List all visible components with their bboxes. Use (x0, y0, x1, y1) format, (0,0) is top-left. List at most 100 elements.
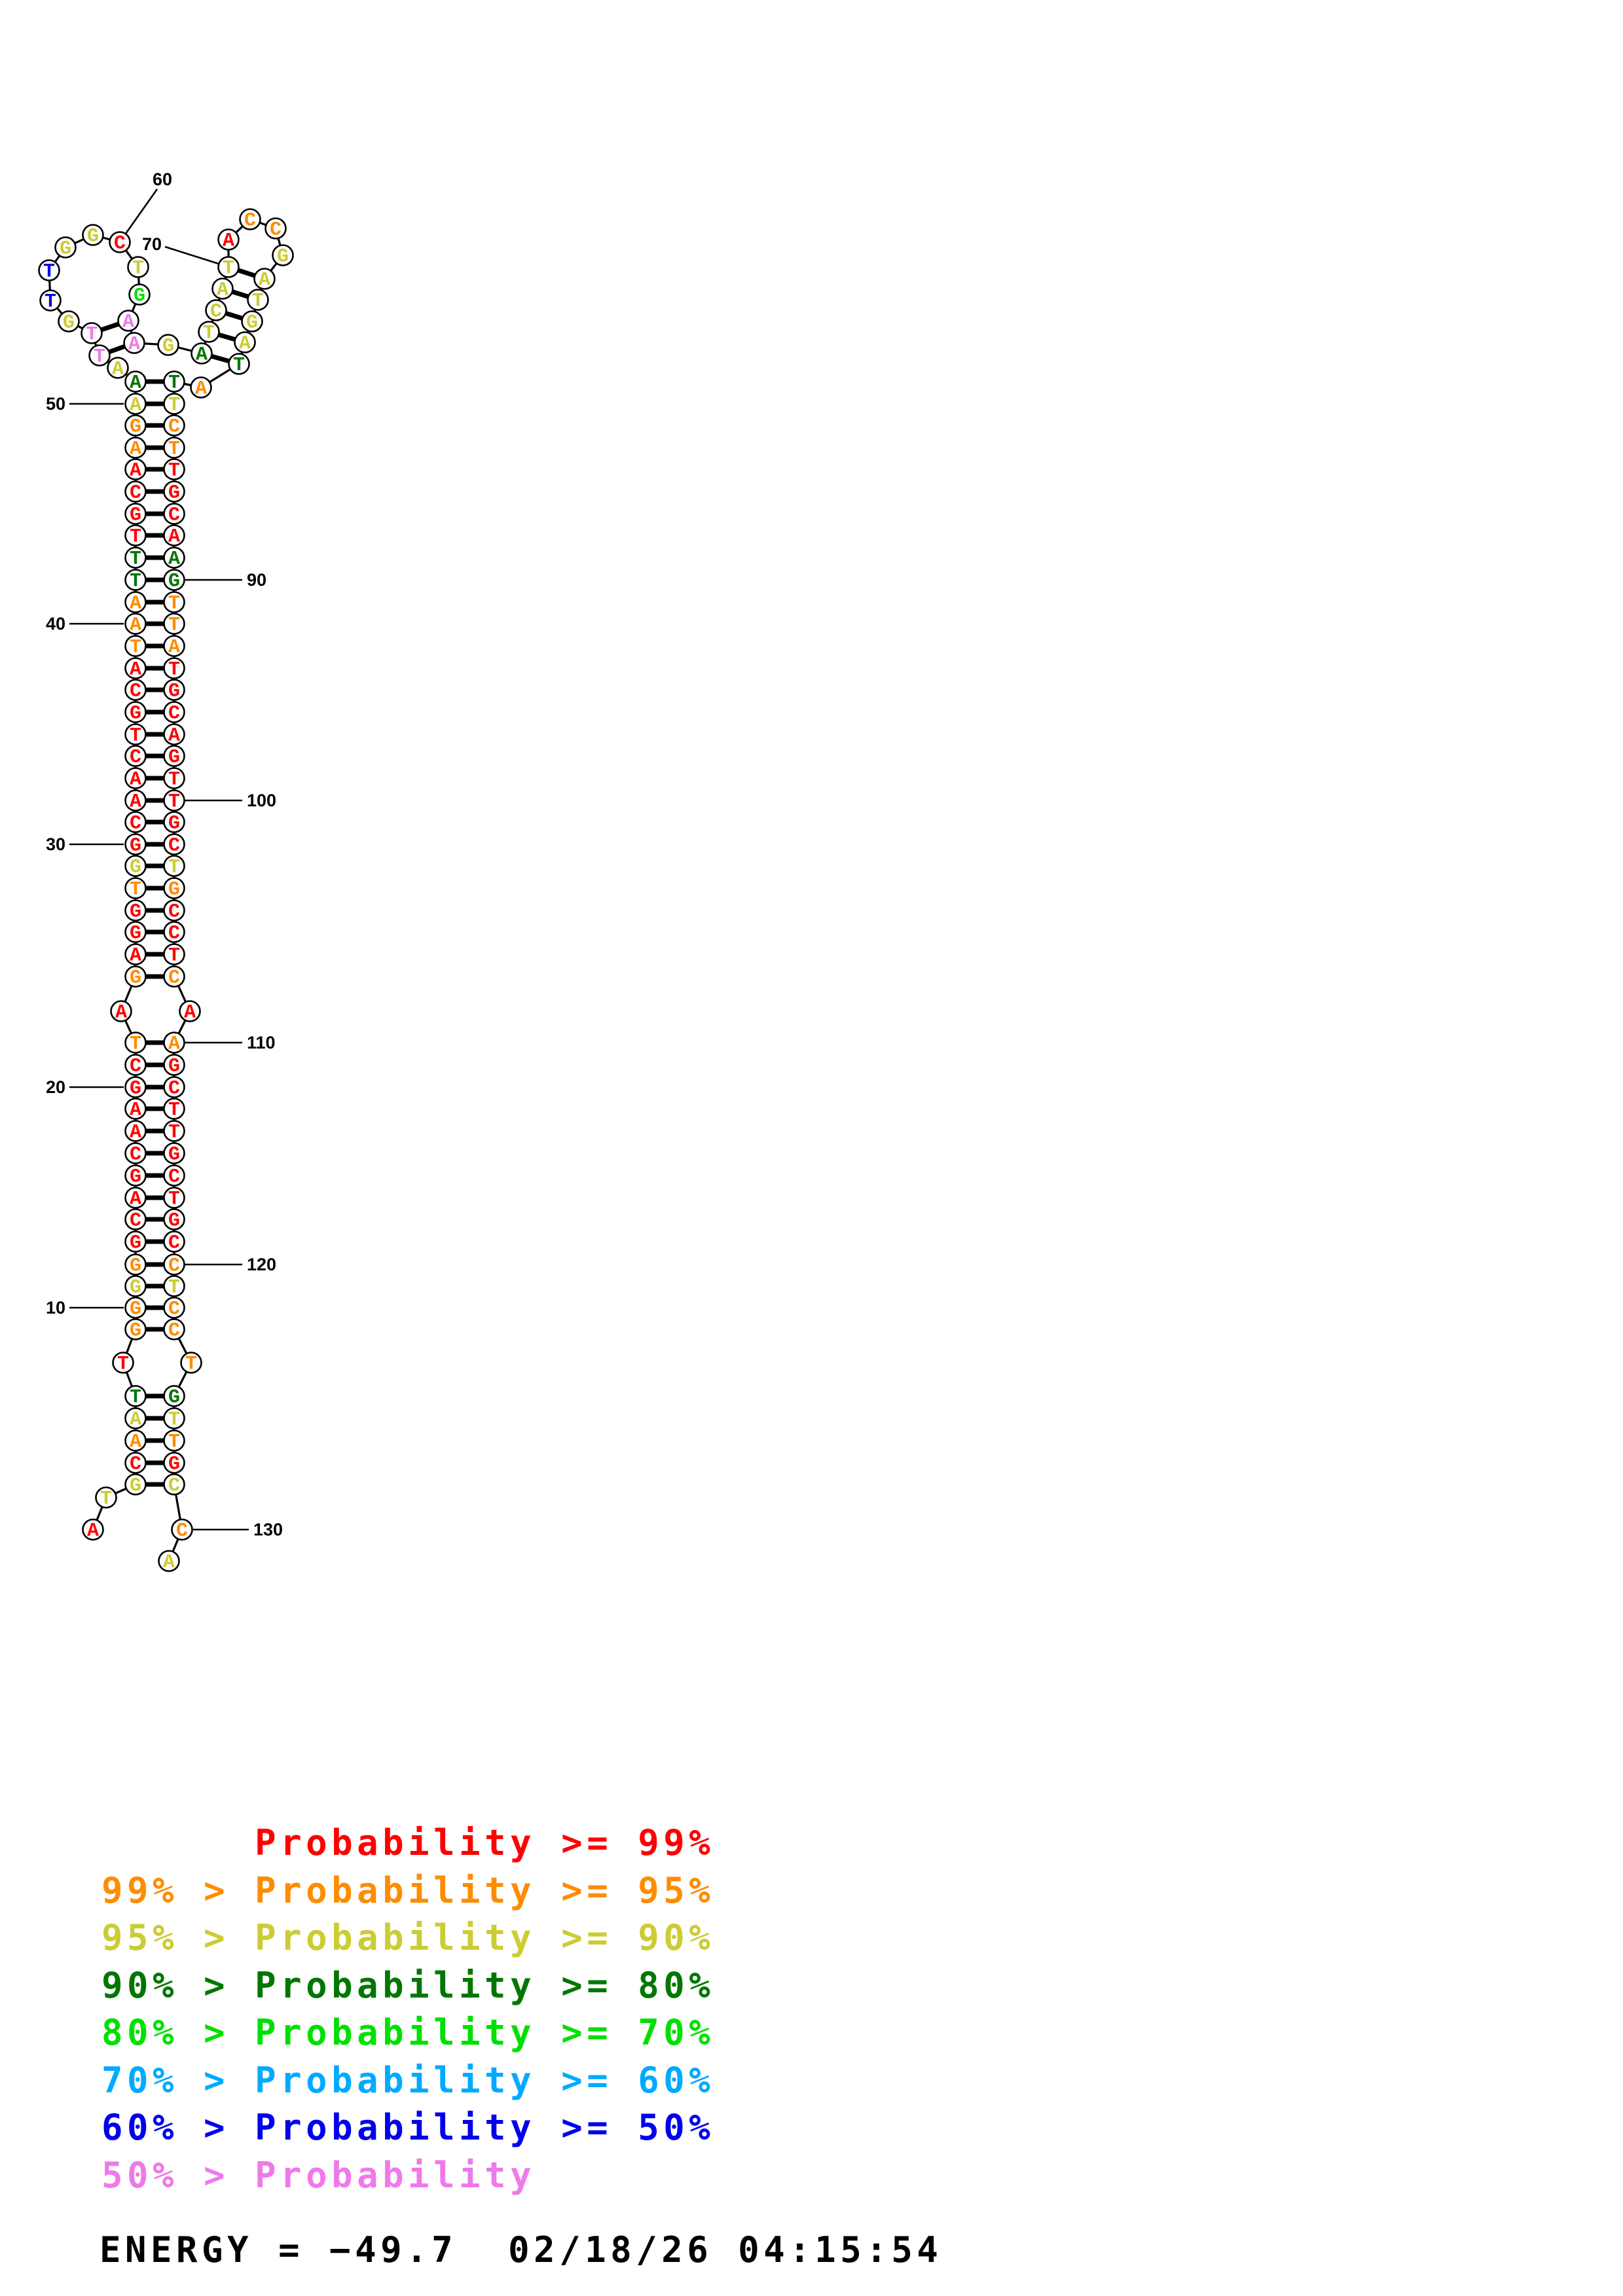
nucleotide-base: G (168, 482, 180, 505)
nucleotide-base: G (60, 238, 71, 260)
nucleotide-base: T (168, 659, 180, 681)
nucleotide-circle (163, 1275, 185, 1297)
nucleotide-circle (191, 342, 213, 365)
nucleotide-circle (179, 1000, 201, 1022)
nucleotide-base: G (134, 285, 145, 308)
nucleotide-base: T (130, 548, 141, 571)
nucleotide-circle (124, 701, 147, 723)
nucleotide-base: C (176, 1520, 188, 1543)
nucleotide-circle (82, 1518, 104, 1541)
nucleotide-circle (124, 1385, 147, 1407)
nucleotide-base: T (130, 1033, 141, 1056)
nucleotide-circle (163, 943, 185, 965)
position-label-line (164, 245, 219, 265)
nucleotide-circle (163, 1429, 185, 1452)
nucleotide-circle (112, 1352, 134, 1374)
nucleotide-circle (163, 723, 185, 745)
nucleotide-base: G (130, 1255, 141, 1278)
nucleotide-circle (107, 357, 129, 379)
nucleotide-base: T (132, 258, 144, 280)
nucleotide-circle (124, 480, 147, 503)
nucleotide-circle (54, 236, 77, 259)
nucleotide-circle (180, 1352, 202, 1374)
nucleotide-circle (198, 321, 220, 343)
nucleotide-base: A (130, 460, 141, 482)
nucleotide-circle (124, 635, 147, 657)
nucleotide-base: A (239, 333, 251, 355)
nucleotide-circle (124, 811, 147, 833)
nucleotide-circle (163, 1031, 185, 1054)
nucleotide-base: A (130, 1189, 141, 1211)
nucleotide-circle (163, 370, 185, 393)
nucleotide-base: G (130, 505, 141, 527)
nucleotide-circle (163, 657, 185, 679)
nucleotide-base: A (184, 1002, 196, 1024)
nucleotide-circle (123, 332, 145, 354)
nucleotide-base: G (168, 747, 180, 769)
position-label: 20 (46, 1077, 65, 1097)
nucleotide-base: C (130, 681, 141, 703)
nucleotide-base: A (196, 344, 208, 367)
nucleotide-base: G (168, 681, 180, 703)
nucleotide-base: A (130, 769, 141, 791)
nucleotide-circle (217, 228, 240, 251)
nucleotide-base: G (63, 312, 75, 334)
nucleotide-base: G (168, 1210, 180, 1232)
nucleotide-base: G (130, 1166, 141, 1189)
nucleotide-base: A (168, 548, 180, 571)
nucleotide-base: T (130, 1387, 141, 1409)
nucleotide-base: G (168, 879, 180, 901)
nucleotide-circle (217, 256, 240, 278)
nucleotide-circle (163, 635, 185, 657)
nucleotide-circle (124, 899, 147, 922)
nucleotide-base: G (130, 923, 141, 945)
nucleotide-base: G (130, 967, 141, 990)
nucleotide-base: G (168, 1454, 180, 1476)
legend-entry-5: 80% > Probability >= 70% (101, 2012, 715, 2053)
position-label: 50 (46, 394, 65, 414)
nucleotide-base: A (130, 791, 141, 814)
nucleotide-circle (163, 393, 185, 415)
nucleotide-base: T (168, 593, 180, 615)
nucleotide-circle (163, 569, 185, 591)
nucleotide-base: C (130, 1210, 141, 1232)
nucleotide-base: C (168, 1078, 180, 1100)
nucleotide-base: G (162, 336, 174, 358)
nucleotide-circle (124, 767, 147, 789)
nucleotide-circle (163, 899, 185, 922)
nucleotide-base: A (168, 1033, 180, 1056)
nucleotide-base: G (130, 1078, 141, 1100)
nucleotide-base: A (122, 312, 134, 334)
nucleotide-circle (163, 679, 185, 701)
nucleotide-circle (163, 921, 185, 943)
nucleotide-circle (157, 334, 179, 356)
nucleotide-circle (163, 1076, 185, 1098)
nucleotide-circle (124, 1031, 147, 1054)
nucleotide-base: G (130, 1232, 141, 1255)
nucleotide-base: G (130, 901, 141, 924)
nucleotide-base: A (130, 1431, 141, 1454)
nucleotide-base: A (168, 637, 180, 659)
nucleotide-base: T (233, 355, 245, 377)
nucleotide-circle (163, 767, 185, 789)
nucleotide-base: A (130, 945, 141, 967)
nucleotide-circle (124, 524, 147, 547)
position-label: 60 (153, 170, 172, 189)
nucleotide-base: G (168, 571, 180, 593)
position-label: 90 (247, 570, 266, 590)
nucleotide-base: T (117, 1354, 129, 1376)
nucleotide-circle (228, 353, 250, 375)
nucleotide-base: G (168, 813, 180, 835)
nucleotide-base: G (168, 1387, 180, 1409)
nucleotide-base: T (45, 291, 56, 314)
nucleotide-circle (239, 208, 261, 230)
nucleotide-circle (38, 259, 60, 281)
nucleotide-circle (109, 231, 131, 253)
structure-plot: 1020304050607090100110120130ATGCAATTGGGG… (38, 170, 294, 1574)
nucleotide-circle (234, 331, 256, 353)
nucleotide-circle (124, 437, 147, 459)
nucleotide-circle (124, 569, 147, 591)
nucleotide-circle (163, 437, 185, 459)
nucleotide-circle (124, 1452, 147, 1474)
nucleotide-circle (117, 310, 139, 332)
